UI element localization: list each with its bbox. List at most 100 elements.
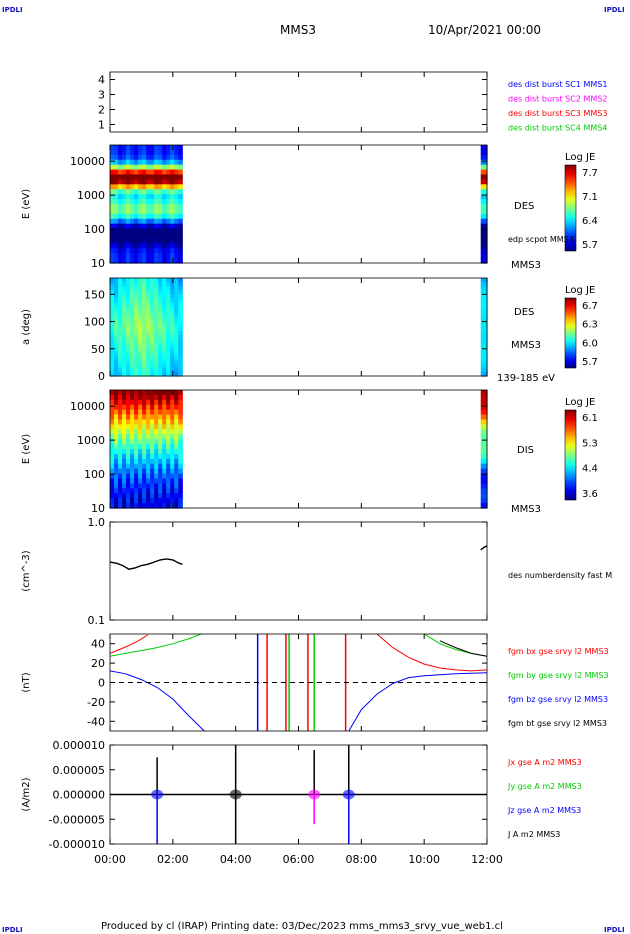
heatmap-cell <box>480 371 484 377</box>
heatmap-cell <box>484 310 488 316</box>
heatmap-cell <box>166 359 171 365</box>
heatmap-cell <box>482 429 486 435</box>
heatmap-cell <box>142 424 147 430</box>
y-tick-label: 0.000000 <box>53 789 106 802</box>
corner-mark-bottom-right: IPDLI <box>604 926 625 934</box>
heatmap-cell <box>134 189 139 195</box>
heatmap-cell <box>154 419 159 426</box>
heatmap-cell <box>166 223 171 230</box>
heatmap-cell <box>484 238 488 244</box>
heatmap-cell <box>146 347 151 353</box>
heatmap-cell <box>110 367 115 373</box>
heatmap-cell <box>142 248 147 254</box>
heatmap-cell <box>122 367 127 373</box>
current-burst <box>151 789 164 800</box>
heatmap-cell <box>146 179 151 185</box>
heatmap-cell <box>158 399 163 406</box>
heatmap-cell <box>170 409 175 416</box>
heatmap-cell <box>158 184 163 190</box>
heatmap-cell <box>482 414 486 421</box>
heatmap-cell <box>482 327 486 332</box>
heatmap-cell <box>178 169 183 176</box>
heatmap-cell <box>130 359 135 365</box>
heatmap-cell <box>158 434 163 440</box>
heatmap-cell <box>130 218 135 225</box>
heatmap-cell <box>118 145 123 151</box>
heatmap-cell <box>178 444 183 450</box>
y-tick-label: 10 <box>91 257 105 270</box>
heatmap-cell <box>484 327 488 332</box>
heatmap-cell <box>150 371 155 377</box>
heatmap-cell <box>154 439 159 445</box>
heatmap-cell <box>150 458 155 465</box>
heatmap-cell <box>170 343 175 349</box>
heatmap-cell <box>166 503 171 509</box>
heatmap-cell <box>178 164 183 171</box>
panel-frame <box>109 521 488 621</box>
heatmap-cell <box>122 444 127 450</box>
heatmap-cell <box>158 503 163 509</box>
heatmap-cell <box>170 233 175 240</box>
heatmap-cell <box>130 213 135 220</box>
heatmap-cell <box>166 404 171 411</box>
heatmap-cell <box>118 278 123 283</box>
heatmap-cell <box>480 463 484 470</box>
heatmap-cell <box>166 458 171 465</box>
heatmap-cell <box>154 493 159 499</box>
heatmap-cell <box>122 258 127 264</box>
heatmap-cell <box>162 194 167 200</box>
heatmap-cell <box>162 310 167 316</box>
heatmap-cell <box>122 355 127 361</box>
heatmap-cell <box>138 184 143 190</box>
heatmap-cell <box>170 194 175 200</box>
y-tick-label: -40 <box>87 715 105 728</box>
heatmap-cell <box>162 208 167 215</box>
heatmap-cell <box>484 290 488 295</box>
heatmap-cell <box>484 347 488 353</box>
heatmap-cell <box>174 154 179 161</box>
heatmap-cell <box>480 429 484 435</box>
heatmap-cell <box>158 463 163 470</box>
heatmap-cell <box>174 503 179 509</box>
heatmap-cell <box>178 453 183 460</box>
heatmap-cell <box>142 488 147 494</box>
heatmap-cell <box>150 208 155 215</box>
heatmap-cell <box>484 145 488 151</box>
heatmap-cell <box>138 322 143 328</box>
heatmap-cell <box>178 184 183 190</box>
heatmap-cell <box>482 434 486 440</box>
heatmap-cell <box>484 424 488 430</box>
heatmap-cell <box>482 208 486 215</box>
heatmap-cell <box>122 204 127 210</box>
heatmap-cell <box>138 359 143 365</box>
heatmap-cell <box>170 458 175 465</box>
heatmap-cell <box>154 154 159 161</box>
heatmap-cell <box>166 169 171 176</box>
y-tick-label: 100 <box>84 316 105 329</box>
heatmap-cell <box>482 399 486 406</box>
heatmap-cell <box>138 399 143 406</box>
legend-entry: des dist burst SC4 MMS4 <box>508 124 607 133</box>
y-tick-label: 10000 <box>70 400 105 413</box>
heatmap-cell <box>150 335 155 340</box>
heatmap-cell <box>138 174 143 181</box>
heatmap-cell <box>150 478 155 485</box>
heatmap-cell <box>484 429 488 435</box>
heatmap-cell <box>166 298 171 304</box>
heatmap-cell <box>138 228 143 235</box>
heatmap-cell <box>480 478 484 485</box>
heatmap-cell <box>162 367 167 373</box>
heatmap-cell <box>170 228 175 235</box>
heatmap-cell <box>138 463 143 470</box>
heatmap-cell <box>480 367 484 373</box>
heatmap-cell <box>166 294 171 300</box>
heatmap-cell <box>178 298 183 304</box>
heatmap-cell <box>122 322 127 328</box>
heatmap-cell <box>166 453 171 460</box>
heatmap-cell <box>134 493 139 499</box>
legend-entry: des dist burst SC1 MMS1 <box>508 80 607 89</box>
heatmap-cell <box>114 223 119 230</box>
heatmap-cell <box>118 282 123 287</box>
heatmap-cell <box>170 483 175 489</box>
heatmap-cell <box>166 363 171 369</box>
